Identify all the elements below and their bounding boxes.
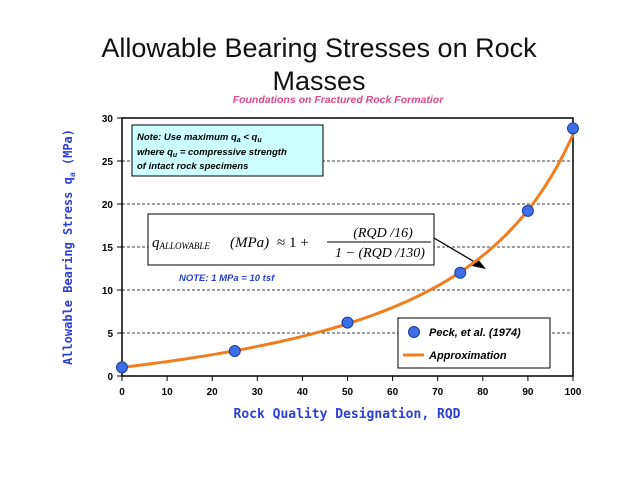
note-line-3: of intact rock specimens xyxy=(137,161,248,172)
data-point xyxy=(521,204,534,217)
y-axis-label-main: Allowable Bearing Stress q xyxy=(61,177,75,365)
unit-note: NOTE: 1 MPa = 10 tsf xyxy=(179,273,275,284)
y-tick-label: 10 xyxy=(102,286,114,297)
formula-denominator: 1 − (RQD /130) xyxy=(335,246,425,261)
note-line-1: Note: Use maximum qa < qu xyxy=(137,132,262,144)
legend-box xyxy=(397,317,551,369)
y-tick-label: 0 xyxy=(107,372,113,383)
x-tick-label: 60 xyxy=(387,387,399,398)
formula-numerator: (RQD /16) xyxy=(353,226,413,241)
y-tick-label: 15 xyxy=(102,243,114,254)
x-tick-label: 100 xyxy=(565,387,582,398)
note-line-2-text: where q xyxy=(137,147,173,158)
x-tick-label: 30 xyxy=(252,387,264,398)
data-point xyxy=(454,266,467,279)
y-tick-label: 5 xyxy=(107,329,113,340)
x-tick-label: 90 xyxy=(522,387,534,398)
legend-label-approximation: Approximation xyxy=(428,350,507,362)
x-tick-label: 0 xyxy=(119,387,125,398)
note-line-2: where qu = compressive strength xyxy=(137,147,287,159)
note-line-1-tail: < q xyxy=(241,132,258,143)
slide-title-line-1: Allowable Bearing Stresses on Rock xyxy=(101,33,537,63)
data-point xyxy=(567,122,579,135)
data-point xyxy=(116,361,128,374)
data-point xyxy=(228,345,241,358)
formula-units: (MPa) xyxy=(230,235,269,251)
x-tick-label: 70 xyxy=(432,387,444,398)
formula-approx: ≈ 1 + xyxy=(277,235,309,251)
y-axis-label: Allowable Bearing Stress qa (MPa) xyxy=(61,129,77,365)
series-peck-points xyxy=(116,122,579,374)
note-line-2-sub: u xyxy=(173,152,178,159)
data-point xyxy=(341,316,354,329)
legend-marker-peck xyxy=(408,326,420,338)
note-line-1-sub: a xyxy=(237,137,241,144)
x-tick-label: 80 xyxy=(477,387,489,398)
axis-ticks: 0 5 10 15 20 25 30 0 10 20 30 40 50 60 70 80 90 100 xyxy=(102,114,582,398)
chart-subtitle: Foundations on Fractured Rock Formatior xyxy=(233,94,445,106)
formula-pointer-arrow xyxy=(433,237,479,265)
formula-lhs: qALLOWABLE xyxy=(152,235,210,251)
y-axis-label-sub: a xyxy=(68,172,77,177)
formula-q: q xyxy=(152,235,160,251)
formula-box xyxy=(147,213,435,266)
slide-title: Allowable Bearing Stresses on Rock Masse… xyxy=(0,32,638,98)
x-tick-label: 40 xyxy=(297,387,309,398)
x-axis-label: Rock Quality Designation, RQD xyxy=(234,407,461,422)
note-box xyxy=(131,124,324,177)
y-tick-label: 20 xyxy=(102,200,114,211)
legend-label-peck: Peck, et al. (1974) xyxy=(429,327,521,339)
note-line-2-tail: = compressive strength xyxy=(177,147,287,158)
x-tick-label: 20 xyxy=(207,387,219,398)
slide-title-line-2: Masses xyxy=(272,66,366,96)
y-tick-label: 25 xyxy=(102,157,114,168)
note-line-1-sub2: u xyxy=(257,137,262,144)
y-tick-label: 30 xyxy=(102,114,114,125)
y-axis-label-units: (MPa) xyxy=(61,129,75,172)
note-line-1-text: Note: Use maximum q xyxy=(137,132,237,143)
x-tick-label: 10 xyxy=(162,387,174,398)
formula-q-sub: ALLOWABLE xyxy=(159,241,211,251)
x-tick-label: 50 xyxy=(342,387,354,398)
